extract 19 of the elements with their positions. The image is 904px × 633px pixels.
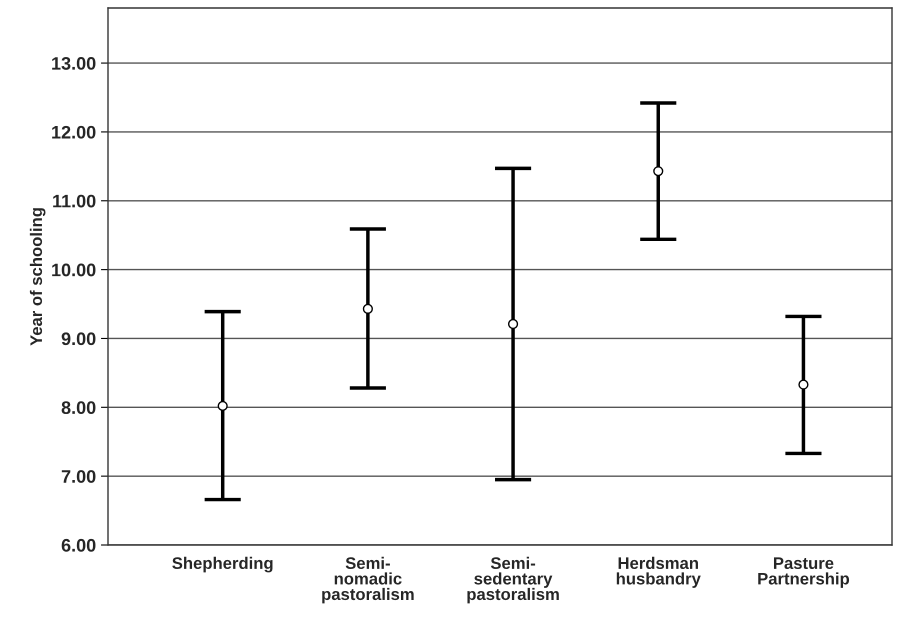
point bbox=[218, 400, 228, 412]
point bbox=[362, 304, 373, 314]
point bbox=[798, 380, 809, 390]
point bbox=[653, 166, 664, 176]
x-tick-label: Shepherding bbox=[172, 556, 273, 572]
y-tick-label: 6.00 bbox=[62, 538, 96, 552]
y-tick-label: 8.00 bbox=[62, 401, 96, 414]
point bbox=[508, 318, 518, 330]
x-tick-label: Pasture Partnership bbox=[758, 557, 850, 588]
y-tick-label: 7.00 bbox=[62, 470, 96, 483]
y-tick-label: 9.00 bbox=[62, 332, 96, 346]
y-tick-label: 11.00 bbox=[53, 194, 96, 208]
y-axis-title: Year of schooling bbox=[30, 208, 46, 346]
y-tick-label: 10.00 bbox=[52, 264, 96, 276]
x-tick-label: Semi- nomadic pastoralism bbox=[322, 556, 414, 604]
y-tick-label: 13.00 bbox=[52, 57, 96, 70]
x-tick-label: Herdsman husbandry bbox=[616, 556, 701, 588]
y-tick-label: 12.00 bbox=[52, 126, 96, 139]
x-tick-label: Semi- sedentary pastoralism bbox=[467, 556, 559, 604]
